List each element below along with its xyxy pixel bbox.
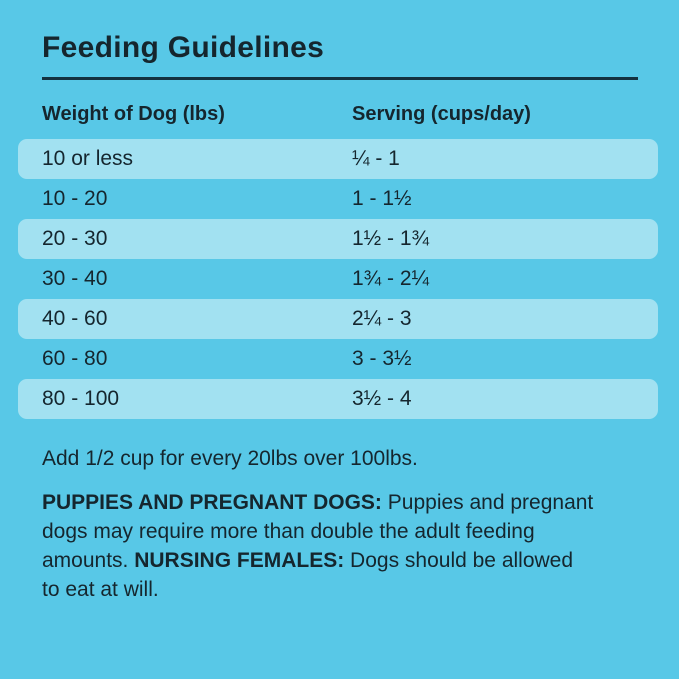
note-line-2: dogs may require more than double the ad… bbox=[42, 517, 637, 546]
note-text: to eat at will. bbox=[42, 578, 159, 601]
weight-cell: 60 - 80 bbox=[42, 347, 108, 370]
serving-cell: 3 - 3½ bbox=[352, 347, 412, 370]
note-text: amounts. bbox=[42, 549, 135, 572]
table-row: 10 - 20 1 - 1½ bbox=[18, 179, 658, 219]
note-text: dogs may require more than double the ad… bbox=[42, 520, 535, 543]
weight-cell: 40 - 60 bbox=[42, 307, 108, 330]
note-text: Dogs should be allowed bbox=[344, 549, 574, 572]
serving-cell: 3½ - 4 bbox=[352, 387, 412, 410]
special-feeding-note: PUPPIES AND PREGNANT DOGS: Puppies and p… bbox=[42, 488, 637, 604]
column-header-weight: Weight of Dog (lbs) bbox=[42, 103, 225, 125]
weight-cell: 20 - 30 bbox=[42, 227, 108, 250]
weight-cell: 10 - 20 bbox=[42, 187, 108, 210]
table-row: 10 or less ¼ - 1 bbox=[18, 139, 658, 179]
nursing-females-label: NURSING FEMALES: bbox=[134, 549, 345, 572]
weight-cell: 10 or less bbox=[42, 147, 134, 170]
table-row: 60 - 80 3 - 3½ bbox=[18, 339, 658, 379]
title-underline bbox=[42, 77, 638, 80]
serving-cell: 1½ - 1¾ bbox=[352, 227, 430, 250]
serving-cell: ¼ - 1 bbox=[352, 147, 400, 170]
table-row: 80 - 100 3½ - 4 bbox=[18, 379, 658, 419]
table-row: 30 - 40 1¾ - 2¼ bbox=[18, 259, 658, 299]
column-header-serving: Serving (cups/day) bbox=[352, 103, 531, 125]
serving-cell: 2¼ - 3 bbox=[352, 307, 412, 330]
note-text: Puppies and pregnant bbox=[381, 491, 594, 514]
page-title: Feeding Guidelines bbox=[42, 31, 325, 64]
table-header-row: Weight of Dog (lbs) Serving (cups/day) bbox=[42, 103, 679, 126]
over-100lbs-note: Add 1/2 cup for every 20lbs over 100lbs. bbox=[42, 447, 418, 470]
serving-cell: 1¾ - 2¼ bbox=[352, 267, 430, 290]
serving-cell: 1 - 1½ bbox=[352, 187, 412, 210]
weight-cell: 80 - 100 bbox=[42, 387, 120, 410]
table-row: 20 - 30 1½ - 1¾ bbox=[18, 219, 658, 259]
table-row: 40 - 60 2¼ - 3 bbox=[18, 299, 658, 339]
weight-cell: 30 - 40 bbox=[42, 267, 108, 290]
feeding-table: 10 or less ¼ - 1 10 - 20 1 - 1½ 20 - 30 … bbox=[0, 139, 679, 419]
puppies-pregnant-label: PUPPIES AND PREGNANT DOGS: bbox=[42, 491, 382, 514]
note-line-4: to eat at will. bbox=[42, 575, 637, 604]
note-line-3: amounts. NURSING FEMALES: Dogs should be… bbox=[42, 546, 637, 575]
note-line-1: PUPPIES AND PREGNANT DOGS: Puppies and p… bbox=[42, 488, 637, 517]
